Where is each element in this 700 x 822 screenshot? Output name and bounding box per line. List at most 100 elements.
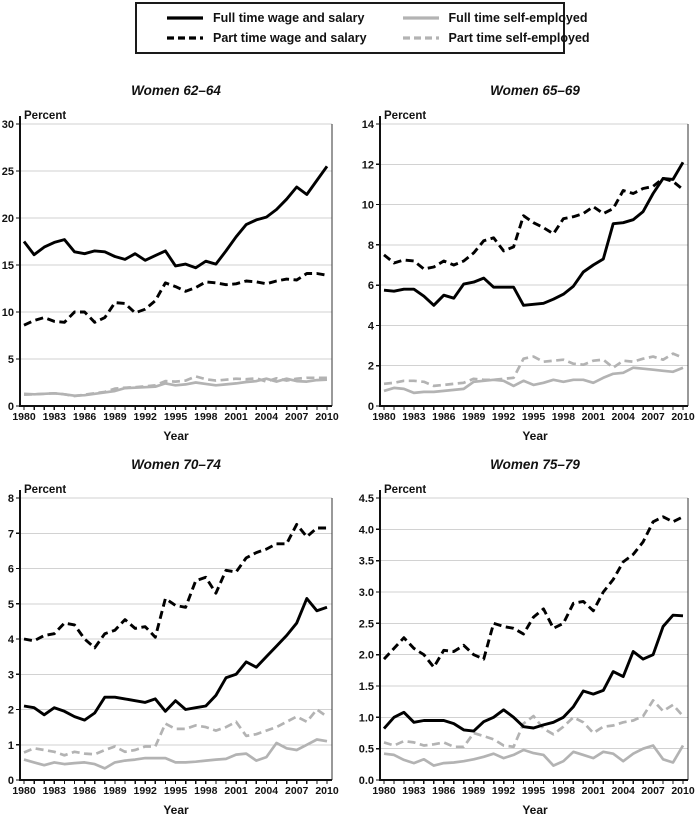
svg-text:1986: 1986 xyxy=(73,785,97,797)
chart-panel-women-70-74: 0 1 2 3 4 5 6 7 8 1980 1983 1986 1989 1992 1995 1998 200… xyxy=(0,452,350,822)
svg-text:10: 10 xyxy=(362,200,374,212)
svg-text:7: 7 xyxy=(8,528,14,540)
svg-text:1986: 1986 xyxy=(432,785,456,797)
svg-text:1989: 1989 xyxy=(462,411,486,423)
svg-text:2001: 2001 xyxy=(582,785,606,797)
line-sample-dashed-gray-icon xyxy=(402,36,439,40)
svg-text:1986: 1986 xyxy=(432,411,456,423)
svg-text:6: 6 xyxy=(368,280,374,292)
svg-text:2: 2 xyxy=(368,361,374,373)
svg-text:1992: 1992 xyxy=(134,411,158,423)
svg-text:1.5: 1.5 xyxy=(359,681,374,693)
legend-label: Full time self-employed xyxy=(448,11,588,25)
svg-text:1995: 1995 xyxy=(522,411,546,423)
x-axis-label: Year xyxy=(163,429,189,443)
svg-text:2001: 2001 xyxy=(224,785,248,797)
chart-title: Women 75–79 xyxy=(490,457,580,472)
svg-text:10: 10 xyxy=(2,307,14,319)
svg-text:1995: 1995 xyxy=(522,785,546,797)
svg-text:0: 0 xyxy=(368,401,374,413)
x-axis-label: Year xyxy=(522,429,548,443)
svg-text:5: 5 xyxy=(8,354,14,366)
svg-text:4.5: 4.5 xyxy=(359,493,374,505)
svg-text:8: 8 xyxy=(368,240,374,252)
svg-text:4: 4 xyxy=(8,634,15,646)
svg-text:1992: 1992 xyxy=(134,785,158,797)
chart-title: Women 62–64 xyxy=(131,83,221,98)
svg-text:1992: 1992 xyxy=(492,785,516,797)
svg-text:2004: 2004 xyxy=(612,785,636,797)
svg-text:1995: 1995 xyxy=(164,411,188,423)
svg-text:0.0: 0.0 xyxy=(359,775,374,787)
svg-text:2001: 2001 xyxy=(582,411,606,423)
svg-text:2010: 2010 xyxy=(315,785,339,797)
y-axis-label: Percent xyxy=(24,110,66,122)
svg-text:1998: 1998 xyxy=(194,411,218,423)
svg-text:2004: 2004 xyxy=(255,785,279,797)
line-chart-women-62-64: 0 5 10 15 20 25 30 1980 1983 1986 1989 1992 1995 1998… xyxy=(2,83,339,443)
svg-text:2.5: 2.5 xyxy=(359,618,374,630)
svg-text:1980: 1980 xyxy=(372,785,396,797)
chart-panel-women-65-69: 0 2 4 6 8 10 12 14 1980 1983 1986 1989 1992 1995 1998 2… xyxy=(350,78,700,452)
svg-text:12: 12 xyxy=(362,159,374,171)
svg-text:1998: 1998 xyxy=(194,785,218,797)
svg-text:2010: 2010 xyxy=(315,411,339,423)
svg-text:1989: 1989 xyxy=(103,411,127,423)
svg-text:20: 20 xyxy=(2,213,14,225)
svg-text:2007: 2007 xyxy=(641,411,665,423)
svg-text:14: 14 xyxy=(362,119,375,131)
chart-panel-women-75-79: 0.0 0.5 1.0 1.5 2.0 2.5 3.0 3.5 4.0 4.5 1980 1983 19… xyxy=(350,452,700,822)
svg-text:1995: 1995 xyxy=(164,785,188,797)
svg-text:1980: 1980 xyxy=(372,411,396,423)
line-chart-women-65-69: 0 2 4 6 8 10 12 14 1980 1983 1986 1989 1992 1995 1998 2… xyxy=(362,83,695,443)
svg-text:2010: 2010 xyxy=(671,411,695,423)
svg-text:5: 5 xyxy=(8,599,14,611)
svg-text:1998: 1998 xyxy=(552,411,576,423)
y-axis-label: Percent xyxy=(384,484,426,496)
svg-text:1.0: 1.0 xyxy=(359,712,374,724)
svg-text:1: 1 xyxy=(8,740,14,752)
legend: Full time wage and salary Part time wage… xyxy=(135,2,590,54)
y-axis-label: Percent xyxy=(384,110,426,122)
legend-label: Full time wage and salary xyxy=(213,11,365,25)
legend-label: Part time wage and salary xyxy=(213,31,367,45)
svg-text:0.5: 0.5 xyxy=(359,744,374,756)
line-sample-solid-gray-icon xyxy=(402,16,439,20)
svg-text:2.0: 2.0 xyxy=(359,650,374,662)
chart-title: Women 70–74 xyxy=(131,457,221,472)
svg-text:2007: 2007 xyxy=(285,785,309,797)
legend-item-part-time-self-employed: Part time self-employed xyxy=(401,31,590,45)
x-axis-label: Year xyxy=(522,803,548,817)
svg-text:0: 0 xyxy=(8,401,14,413)
svg-text:2004: 2004 xyxy=(612,411,636,423)
svg-text:6: 6 xyxy=(8,564,14,576)
svg-text:8: 8 xyxy=(8,493,14,505)
svg-text:1983: 1983 xyxy=(402,411,426,423)
x-axis-label: Year xyxy=(163,803,189,817)
line-sample-dashed-black-icon xyxy=(167,36,203,40)
svg-text:3.5: 3.5 xyxy=(359,556,374,568)
svg-text:2010: 2010 xyxy=(671,785,695,797)
line-sample-solid-black-icon xyxy=(167,16,203,20)
svg-text:1983: 1983 xyxy=(43,411,67,423)
chart-panel-women-62-64: 0 5 10 15 20 25 30 1980 1983 1986 1989 1992 1995 1998… xyxy=(0,78,350,452)
legend-label: Part time self-employed xyxy=(448,31,590,45)
svg-text:0: 0 xyxy=(8,775,14,787)
svg-text:1983: 1983 xyxy=(43,785,67,797)
svg-text:2004: 2004 xyxy=(255,411,279,423)
svg-text:1983: 1983 xyxy=(402,785,426,797)
svg-text:2007: 2007 xyxy=(641,785,665,797)
chart-title: Women 65–69 xyxy=(490,83,580,98)
line-chart-women-70-74: 0 1 2 3 4 5 6 7 8 1980 1983 1986 1989 1992 1995 1998 200… xyxy=(8,457,339,817)
svg-text:15: 15 xyxy=(2,260,14,272)
svg-text:1989: 1989 xyxy=(462,785,486,797)
svg-text:3: 3 xyxy=(8,669,14,681)
svg-text:1980: 1980 xyxy=(12,411,36,423)
svg-text:1989: 1989 xyxy=(103,785,127,797)
svg-text:1998: 1998 xyxy=(552,785,576,797)
svg-text:1980: 1980 xyxy=(12,785,36,797)
legend-item-full-time-wage-salary: Full time wage and salary xyxy=(165,11,367,25)
y-axis-label: Percent xyxy=(24,484,66,496)
svg-text:4.0: 4.0 xyxy=(359,524,374,536)
